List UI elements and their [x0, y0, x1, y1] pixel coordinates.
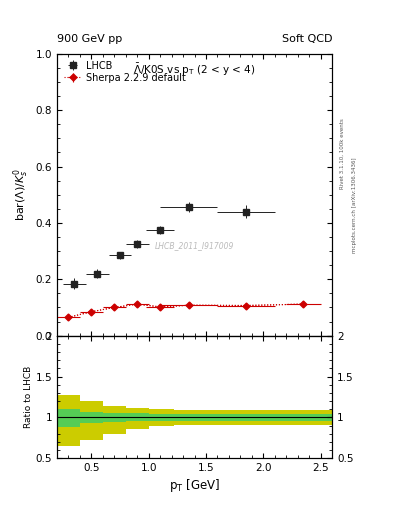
Text: 900 GeV pp: 900 GeV pp [57, 33, 122, 44]
Text: mcplots.cern.ch [arXiv:1306.3436]: mcplots.cern.ch [arXiv:1306.3436] [352, 157, 357, 252]
Y-axis label: Ratio to LHCB: Ratio to LHCB [24, 366, 33, 428]
Y-axis label: bar($\Lambda$)/$K^{0}_{s}$: bar($\Lambda$)/$K^{0}_{s}$ [12, 168, 31, 221]
Legend: LHCB, Sherpa 2.2.9 default: LHCB, Sherpa 2.2.9 default [62, 58, 188, 85]
Text: Rivet 3.1.10, 100k events: Rivet 3.1.10, 100k events [340, 118, 345, 189]
Text: LHCB_2011_I917009: LHCB_2011_I917009 [155, 241, 234, 250]
X-axis label: p$_{\mathrm{T}}$ [GeV]: p$_{\mathrm{T}}$ [GeV] [169, 477, 220, 494]
Text: Soft QCD: Soft QCD [282, 33, 332, 44]
Text: $\bar{\Lambda}$/K0S vs p$_{\mathrm{T}}$ (2 < y < 4): $\bar{\Lambda}$/K0S vs p$_{\mathrm{T}}$ … [133, 62, 256, 78]
